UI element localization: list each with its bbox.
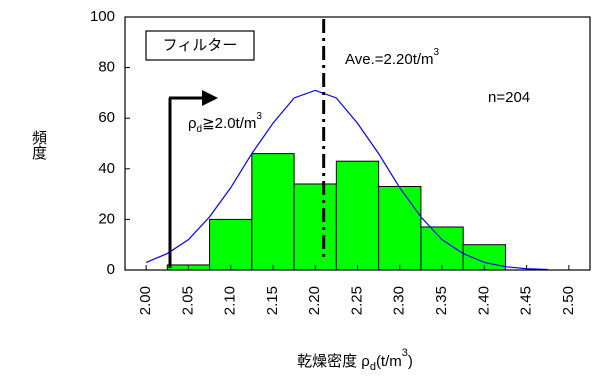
x-label-main: 乾燥密度 ρ	[297, 353, 370, 370]
y-tick-label: 100	[90, 8, 115, 25]
bar	[293, 183, 337, 271]
y-tick-label: 0	[107, 261, 115, 278]
x-tick-label: 2.45	[518, 286, 535, 315]
threshold-label: ρd≧2.0t/m3	[188, 111, 262, 135]
x-tick-label: 2.40	[475, 286, 492, 315]
x-tick-label: 2.15	[264, 286, 281, 315]
n-label: n=204	[488, 89, 530, 106]
filter-box	[145, 30, 255, 61]
mean-label-sup: 3	[434, 47, 440, 58]
x-label-close: )	[408, 353, 413, 370]
y-tick-label: 20	[98, 210, 115, 227]
x-tick-label: 2.35	[433, 286, 450, 315]
y-axis-label: 頻度	[30, 130, 47, 160]
x-tick-label: 2.10	[222, 286, 239, 315]
x-axis-label: 乾燥密度 ρd(t/m3)	[297, 347, 413, 373]
x-tick-label: 2.25	[348, 286, 365, 315]
threshold-rho: ρ	[188, 115, 197, 132]
bar	[209, 218, 253, 271]
bar	[420, 226, 464, 271]
x-tick-label: 2.30	[391, 286, 408, 315]
y-tick-label: 80	[98, 59, 115, 76]
x-tick-label: 2.05	[179, 286, 196, 315]
arrow-head	[202, 90, 218, 106]
threshold-sup: 3	[256, 111, 262, 122]
x-tick-label: 2.20	[306, 286, 323, 315]
fit-curve	[145, 89, 548, 271]
x-label-sup: 3	[402, 347, 408, 359]
x-tick-label: 2.50	[560, 286, 577, 315]
y-tick-label: 60	[98, 109, 115, 126]
mean-label-text: Ave.=2.20t/m	[345, 51, 434, 68]
bar	[335, 160, 380, 271]
x-label-unit: (t/m	[376, 353, 402, 370]
threshold-sub: d	[197, 124, 203, 135]
bar	[378, 186, 422, 271]
threshold-text: ≧2.0t/m	[202, 115, 256, 132]
mean-label: Ave.=2.20t/m3	[345, 47, 440, 68]
x-tick-label: 2.00	[137, 286, 154, 315]
y-tick-label: 40	[98, 160, 115, 177]
bar	[251, 153, 295, 271]
x-label-sub: d	[370, 361, 376, 373]
filter-label: フィルター	[163, 37, 238, 54]
